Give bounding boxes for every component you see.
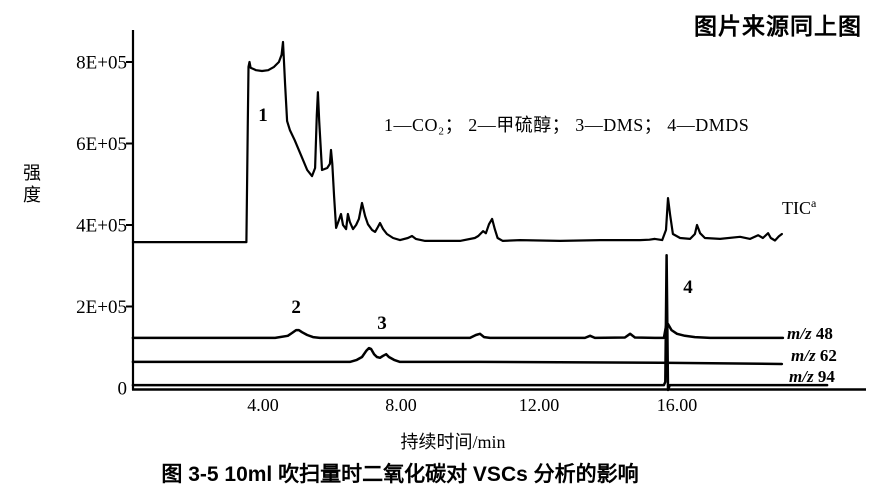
y-tick-label-8E+05: 8E+05 — [76, 53, 127, 74]
trace-label-tic-text: TIC — [782, 198, 811, 218]
trace-mz62 — [131, 346, 784, 366]
mz-value: 94 — [813, 367, 835, 386]
trace-label-mz62: m/z 62 — [791, 346, 837, 366]
x-tick-label-16.00: 16.00 — [657, 395, 698, 415]
trace-mz94 — [131, 253, 829, 392]
peak-label-2: 2 — [291, 297, 301, 318]
mz-prefix: m/z — [787, 324, 812, 343]
trace-label-mz48: m/z 48 — [787, 324, 833, 344]
y-tick-label-4E+05: 4E+05 — [76, 216, 127, 237]
peak-label-1: 1 — [258, 105, 268, 126]
peak-label-3: 3 — [377, 313, 387, 334]
peak-label-4: 4 — [683, 277, 693, 298]
axis-ticks: 8E+05 6E+05 4E+05 2E+05 0 4.00 8.00 12.00 16.00 — [76, 53, 697, 416]
trace-label-tic: TICa — [782, 196, 816, 219]
mz-prefix: m/z — [791, 346, 816, 365]
x-tick-label-8.00: 8.00 — [385, 395, 417, 415]
x-tick-label-4.00: 4.00 — [247, 395, 279, 415]
peak-annotations: 1 2 3 4 — [258, 105, 693, 334]
y-tick-label-0: 0 — [118, 379, 128, 400]
y-tick-label-2E+05: 2E+05 — [76, 297, 127, 318]
trace-label-mz94: m/z 94 — [789, 367, 835, 387]
mz-value: 62 — [815, 346, 837, 365]
x-tick-label-12.00: 12.00 — [519, 395, 560, 415]
mz-value: 48 — [811, 324, 833, 343]
trace-mz48 — [131, 322, 785, 340]
y-axis-title: 强度 — [21, 163, 41, 207]
figure-caption: 图 3-5 10ml 吹扫量时二氧化碳对 VSCs 分析的影响 — [161, 463, 639, 486]
peak-legend: 1—CO₂； 2—甲硫醇； 3—DMS； 4—DMDS — [384, 115, 750, 135]
trace-label-tic-superscript: a — [811, 196, 817, 210]
x-axis-title: 持续时间/min — [400, 432, 506, 452]
source-note: 图片来源同上图 — [694, 13, 862, 39]
traces — [131, 40, 829, 392]
mz-prefix: m/z — [789, 367, 814, 386]
y-tick-label-6E+05: 6E+05 — [76, 134, 127, 155]
trace-TIC — [131, 40, 784, 244]
